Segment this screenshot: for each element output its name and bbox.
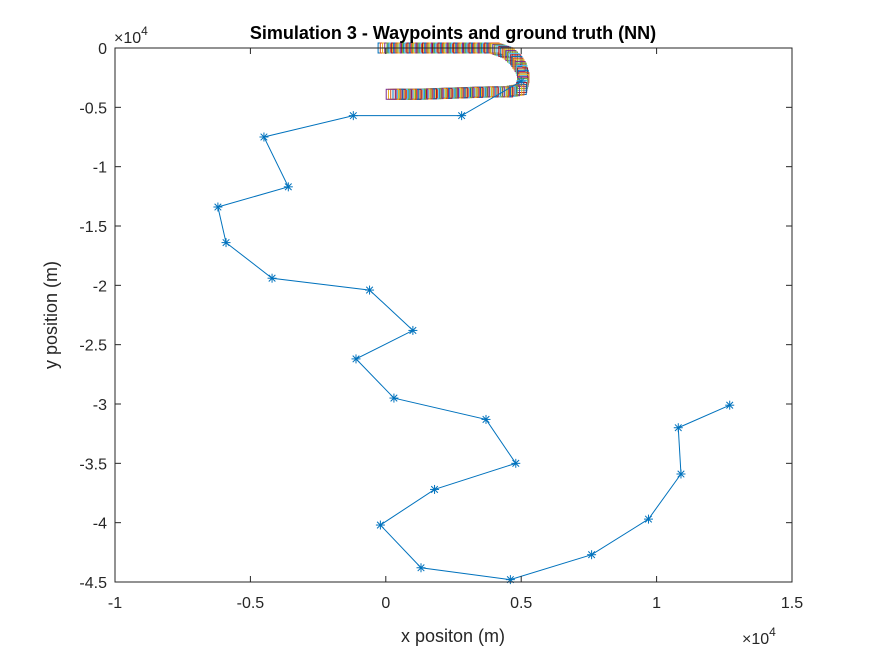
waypoint-marker (267, 273, 277, 283)
y-tick-label: -1.5 (79, 219, 107, 236)
ground-truth-marker (514, 61, 526, 73)
waypoint-marker (389, 393, 399, 403)
x-tick-label: -1 (108, 595, 122, 612)
y-tick-label: -2 (93, 278, 107, 295)
waypoint-marker (457, 111, 467, 121)
x-exponent-base: ×10 (742, 631, 769, 648)
waypoint-marker (725, 400, 735, 410)
waypoint-marker (430, 484, 440, 494)
y-tick-label: -0.5 (79, 100, 107, 117)
y-tick-label: -1 (93, 160, 107, 177)
waypoint-marker (481, 414, 491, 424)
waypoint-marker (587, 550, 597, 560)
waypoint-marker (643, 514, 653, 524)
waypoint-marker (516, 76, 526, 86)
plot-area (115, 48, 792, 582)
x-axis-label: x positon (m) (401, 626, 505, 646)
x-tick-label: 1 (652, 595, 661, 612)
y-tick-label: -4.5 (79, 575, 107, 592)
y-tick-label: -2.5 (79, 338, 107, 355)
waypoint-series (213, 76, 735, 585)
x-exponent-power: 4 (769, 625, 776, 639)
axis-ticks: -1 -0.5 0 0.5 1 1.5 0 -0.5 -1 -1.5 -2 -2.5 -3 -3.5 -4 -… (79, 41, 803, 612)
axes-frame (114, 47, 793, 583)
ground-truth-marker (385, 88, 397, 100)
waypoint-marker (365, 285, 375, 295)
waypoint-marker (511, 458, 521, 468)
x-tick-label: 0.5 (510, 595, 532, 612)
waypoint-marker (283, 182, 293, 192)
svg-text:×104: ×104 (742, 625, 776, 648)
y-tick-label: -3.5 (79, 456, 107, 473)
y-tick-label: -4 (93, 516, 107, 533)
y-tick-label: -3 (93, 397, 107, 414)
svg-text:×104: ×104 (114, 24, 148, 47)
y-axis-exponent: ×104 (114, 24, 148, 47)
waypoint-marker (505, 575, 515, 585)
waypoint-marker (213, 202, 223, 212)
x-tick-label: 1.5 (781, 595, 803, 612)
chart-title: Simulation 3 - Waypoints and ground trut… (250, 23, 656, 43)
waypoint-marker (348, 111, 358, 121)
ground-truth-marker (494, 44, 506, 56)
y-axis-label: y position (m) (41, 261, 61, 369)
waypoint-marker (259, 132, 269, 142)
waypoint-marker (351, 354, 361, 364)
waypoint-marker (416, 563, 426, 573)
x-tick-label: 0 (381, 595, 390, 612)
waypoint-marker (375, 520, 385, 530)
waypoint-marker (221, 238, 231, 248)
waypoint-marker (676, 469, 686, 479)
y-exponent-power: 4 (141, 24, 148, 38)
x-axis-exponent: ×104 (742, 625, 776, 648)
y-exponent-base: ×10 (114, 30, 141, 47)
waypoint-marker (408, 325, 418, 335)
y-tick-label: 0 (98, 41, 107, 58)
waypoint-marker (673, 423, 683, 433)
x-tick-label: -0.5 (237, 595, 265, 612)
